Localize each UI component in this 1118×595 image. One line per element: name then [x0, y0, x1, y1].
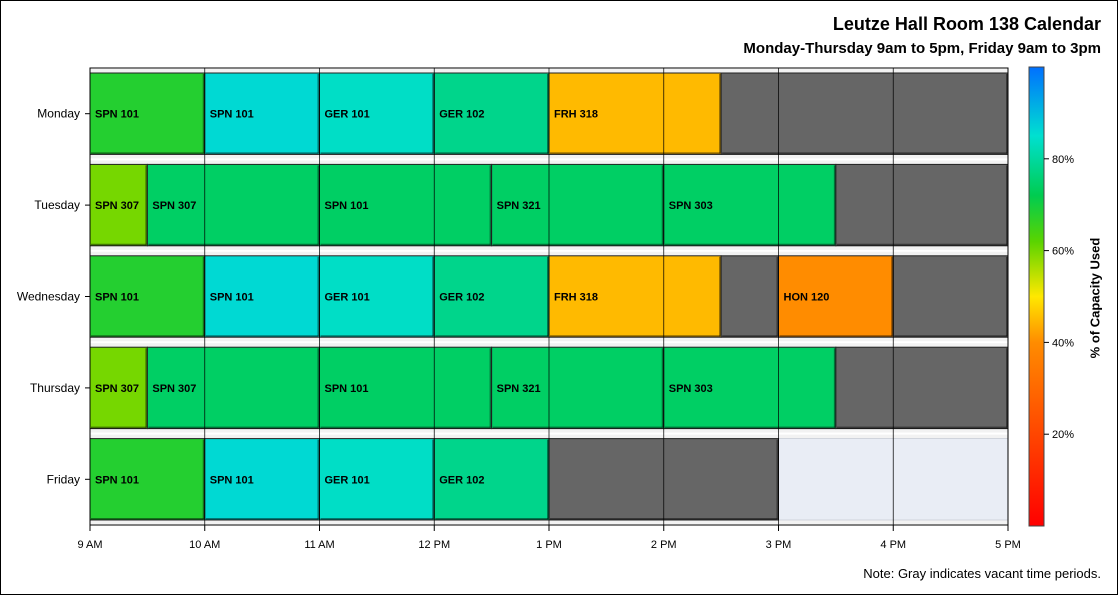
- course-label: SPN 101: [325, 200, 369, 212]
- x-tick-label: 4 PM: [880, 539, 906, 551]
- x-tick-label: 3 PM: [766, 539, 792, 551]
- course-label: SPN 101: [210, 109, 254, 121]
- x-tick-label: 1 PM: [536, 539, 562, 551]
- course-label: GER 102: [439, 109, 484, 121]
- course-label: FRH 318: [554, 109, 598, 121]
- course-block: [204, 255, 320, 338]
- course-block: [319, 346, 493, 430]
- course-block: [433, 72, 550, 155]
- course-label: SPN 101: [210, 474, 254, 486]
- course-label: SPN 321: [497, 200, 541, 212]
- course-block: [491, 346, 665, 430]
- x-tick-label: 12 PM: [418, 539, 450, 551]
- course-label: SPN 101: [95, 474, 139, 486]
- vacant-block: [835, 346, 1009, 430]
- x-tick-label: 9 AM: [77, 539, 102, 551]
- day-label: Monday: [37, 107, 80, 121]
- course-label: GER 101: [325, 292, 370, 304]
- vacant-block: [720, 255, 779, 338]
- course-block: [89, 438, 206, 521]
- colorbar-tick-label: 40%: [1052, 337, 1074, 349]
- course-label: SPN 307: [95, 200, 139, 212]
- course-block: [319, 72, 435, 155]
- course-label: SPN 307: [152, 383, 196, 395]
- course-label: SPN 101: [95, 292, 139, 304]
- course-block: [204, 438, 320, 521]
- course-block: [89, 255, 206, 338]
- course-block: [319, 163, 493, 247]
- colorbar: [1028, 66, 1045, 527]
- colorbar-tick-label: 60%: [1052, 246, 1074, 258]
- course-label: FRH 318: [554, 292, 598, 304]
- day-label: Wednesday: [17, 290, 80, 304]
- course-label: SPN 321: [497, 383, 541, 395]
- course-label: SPN 303: [669, 200, 713, 212]
- course-block: [89, 346, 148, 430]
- chart-title: Leutze Hall Room 138 Calendar: [832, 14, 1101, 34]
- vacant-block: [835, 163, 1009, 247]
- vacant-block: [892, 255, 1009, 338]
- course-label: SPN 307: [95, 383, 139, 395]
- course-block: [433, 438, 550, 521]
- plot-border: [89, 67, 1009, 526]
- course-block: [663, 346, 837, 430]
- vacant-block: [720, 72, 1009, 155]
- day-label: Tuesday: [34, 198, 80, 212]
- course-block: [204, 72, 320, 155]
- course-block: [548, 255, 722, 338]
- x-tick-label: 10 AM: [189, 539, 220, 551]
- colorbar-tick-label: 20%: [1052, 429, 1074, 441]
- course-block: [433, 255, 550, 338]
- day-label: Friday: [47, 472, 80, 486]
- course-block: [146, 163, 320, 247]
- course-label: GER 101: [325, 474, 370, 486]
- course-label: GER 102: [439, 474, 484, 486]
- course-label: SPN 307: [152, 200, 196, 212]
- x-tick-label: 11 AM: [304, 539, 334, 551]
- colorbar-title: % of Capacity Used: [1087, 237, 1103, 359]
- course-block: [778, 255, 894, 338]
- day-label: Thursday: [30, 381, 80, 395]
- chart-subtitle: Monday-Thursday 9am to 5pm, Friday 9am t…: [743, 40, 1101, 57]
- x-tick-label: 2 PM: [651, 539, 677, 551]
- course-label: GER 101: [325, 109, 370, 121]
- course-label: GER 102: [439, 292, 484, 304]
- x-tick-label: 5 PM: [995, 539, 1021, 551]
- course-block: [663, 163, 837, 247]
- vacancy-note: Note: Gray indicates vacant time periods…: [863, 566, 1101, 581]
- course-label: SPN 101: [95, 109, 139, 121]
- course-label: SPN 101: [210, 292, 254, 304]
- course-block: [491, 163, 665, 247]
- course-label: SPN 303: [669, 383, 713, 395]
- course-block: [319, 255, 435, 338]
- course-label: SPN 101: [325, 383, 369, 395]
- colorbar-tick-label: 80%: [1052, 154, 1074, 166]
- course-label: HON 120: [784, 292, 830, 304]
